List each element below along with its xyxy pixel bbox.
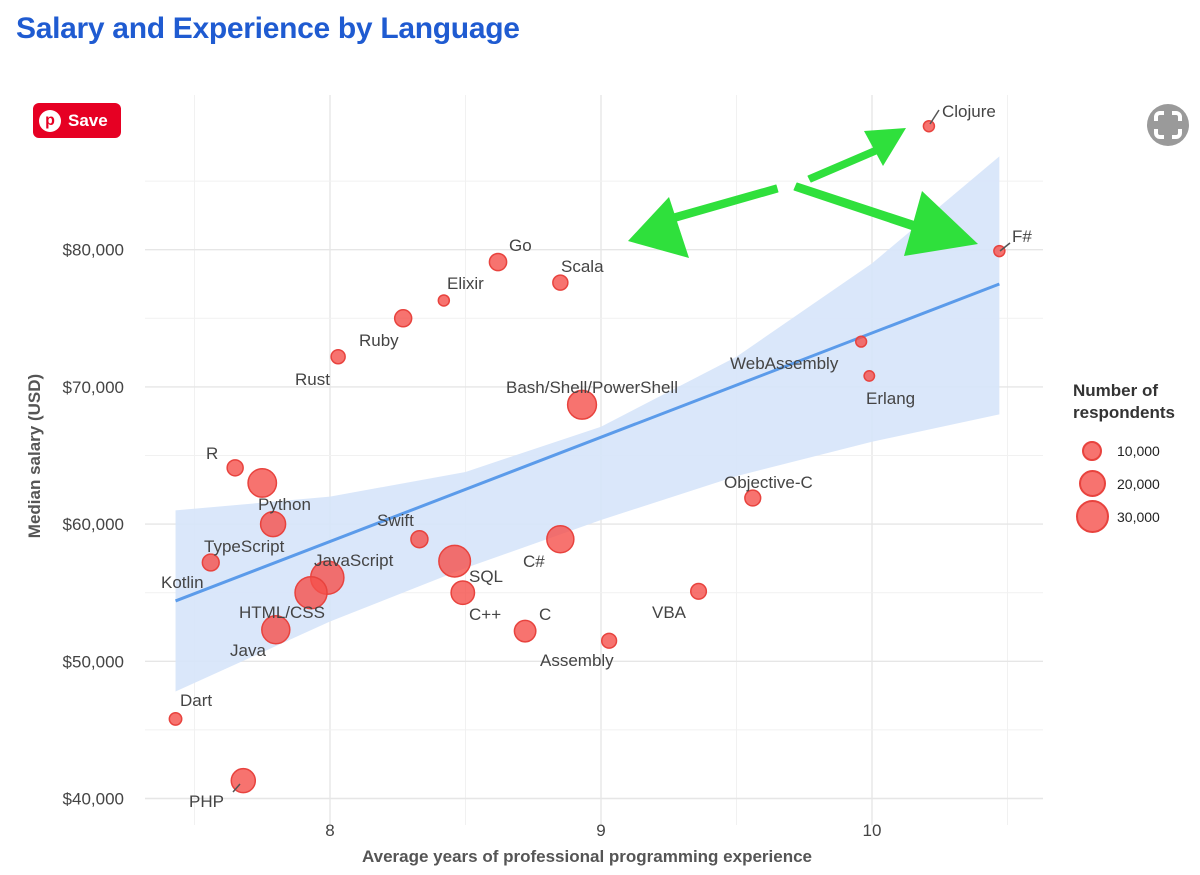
y-tick-label: $40,000 [63,790,124,809]
point-label: HTML/CSS [239,603,325,622]
data-point [330,348,346,365]
point-label: Bash/Shell/PowerShell [506,378,678,397]
point-label: Dart [180,691,212,710]
point-label: Python [258,495,311,514]
data-point [294,575,328,610]
point-label: Rust [295,370,330,389]
y-tick-label: $50,000 [63,652,124,671]
confidence-ribbon [175,156,1000,692]
point-label: PHP [189,792,224,811]
point-label: Erlang [866,389,915,408]
point-label: Kotlin [161,573,204,592]
arrowhead [864,128,906,166]
legend-entry: 10,000 [1073,434,1200,467]
point-label: F# [1012,227,1032,246]
regression-line [174,282,1000,603]
data-point [546,524,575,554]
data-point [690,582,708,600]
point-label: C++ [469,605,501,624]
point-label: JavaScript [314,551,394,570]
legend-title: Number of respondents [1073,380,1200,424]
data-point [552,274,569,291]
label-leader-line [232,783,241,793]
confidence-band [175,156,1000,692]
y-tick-label: $60,000 [63,515,124,534]
data-point [201,553,220,572]
pinterest-save-button[interactable]: p Save [33,103,121,138]
label-leader-line [999,242,1011,252]
point-label: Java [230,641,266,660]
data-point [922,119,936,133]
data-point [488,252,508,272]
point-label: Assembly [540,651,614,670]
legend-label: 30,000 [1117,508,1160,525]
annotation-arrow [793,182,926,234]
data-point [566,389,598,420]
data-points [168,119,1006,794]
data-point [513,619,537,643]
point-label: SQL [469,567,503,586]
point-label: VBA [652,603,687,622]
axes: Average years of professional programmin… [25,241,881,866]
legend-circle-small [1082,440,1102,461]
y-tick-label: $80,000 [63,241,124,260]
data-point [437,294,451,307]
point-label: C [539,605,551,624]
data-point [600,632,618,649]
x-tick-label: 9 [596,821,605,840]
data-point [450,580,476,606]
point-label: Elixir [447,274,484,293]
x-tick-label: 10 [863,821,882,840]
arrowhead [904,191,978,256]
legend-circle-medium [1078,470,1106,497]
y-tick-label: $70,000 [63,378,124,397]
legend-title-line2: respondents [1073,403,1176,422]
point-label: Go [509,236,532,255]
point-label: R [206,444,218,463]
annotation-arrow [669,184,779,223]
trend-line [174,282,1000,603]
annotation-arrow [807,145,882,183]
point-label: C# [523,552,545,571]
data-point [863,369,876,382]
data-point [261,614,291,645]
point-label: Clojure [942,102,996,121]
point-label: Ruby [359,331,399,350]
data-point [393,309,413,328]
point-labels: Clojure F# Go Scala Elixir Ruby Rust WebAssembl… [161,102,1032,811]
legend-label: 20,000 [1117,475,1160,492]
data-point [247,467,278,498]
point-label: Objective-C [724,473,813,492]
data-point [438,544,472,578]
y-axis-title: Median salary (USD) [25,374,44,538]
save-button-label: Save [68,110,108,130]
data-point [855,335,868,348]
x-tick-label: 8 [325,821,334,840]
legend-entry: 30,000 [1073,500,1200,533]
data-point [168,711,183,726]
data-point [410,529,429,549]
legend-label: 10,000 [1117,442,1160,459]
legend-circle-large [1075,500,1109,533]
point-label: WebAssembly [730,354,839,373]
label-leader-line [929,109,940,125]
pinterest-icon: p [39,109,61,132]
point-label: Swift [377,511,414,530]
annotation-arrows [628,128,978,258]
chart-title: Salary and Experience by Language [16,12,520,45]
legend-title-line1: Number of [1073,381,1158,400]
data-point [259,510,287,538]
data-point [226,459,244,477]
data-point [744,489,762,507]
point-label: Scala [561,257,604,276]
point-label: TypeScript [204,537,285,556]
x-axis-title: Average years of professional programmin… [362,847,812,866]
legend-entry: 20,000 [1073,467,1200,500]
arrowhead [628,197,689,258]
expand-icon[interactable] [1146,103,1190,147]
data-point [993,244,1006,258]
legend: Number of respondents 10,000 20,000 30,0… [1073,380,1200,533]
